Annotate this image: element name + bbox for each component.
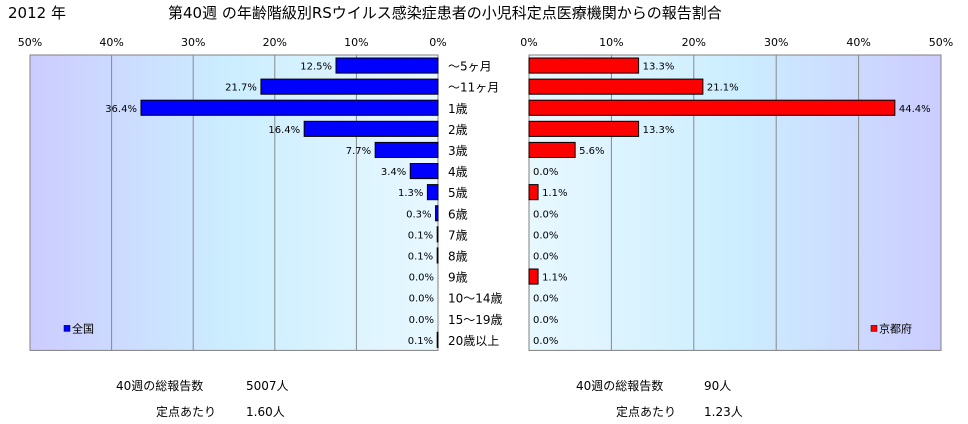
bar-2歳 [528, 120, 640, 137]
data-label: 21.7% [225, 83, 257, 94]
tick-label: 30% [181, 36, 205, 49]
data-label: 0.0% [533, 209, 558, 220]
legend-swatch [870, 325, 878, 332]
category-label: 4歳 [448, 165, 468, 179]
legend-swatch [63, 325, 71, 332]
bar-2歳 [303, 120, 439, 137]
data-label: 0.0% [409, 273, 434, 284]
tick-label: 30% [764, 36, 788, 49]
category-label: 3歳 [448, 144, 468, 158]
category-label: 7歳 [448, 228, 468, 242]
category-label: 10～14歳 [448, 292, 503, 306]
tick-label: 0% [520, 36, 537, 49]
data-label: 3.4% [381, 167, 406, 178]
age-category-labels: ～5ヶ月 ～11ヶ月 1歳 2歳 3歳 4歳 5歳 6歳 7歳 8歳 9歳 10～14歳 15～19歳 2… [448, 60, 503, 348]
bar-20歳以上 [436, 331, 439, 348]
year-label: 2012 年 [8, 4, 66, 22]
data-label: 1.1% [542, 273, 567, 284]
legend-label: 京都府 [879, 321, 912, 335]
tick-label: 40% [99, 36, 123, 49]
bar-1歳 [528, 99, 896, 116]
data-label: 0.0% [533, 294, 558, 305]
bar-～11ヶ月 [528, 78, 704, 95]
data-label: 0.0% [533, 167, 558, 178]
tick-label: 0% [429, 36, 446, 49]
bar-3歳 [374, 141, 439, 158]
data-label: 5.6% [579, 146, 604, 157]
bar-4歳 [409, 163, 439, 180]
legend-label: 全国 [72, 321, 94, 335]
data-label: 7.7% [346, 146, 371, 157]
bar-6歳 [435, 205, 439, 222]
data-label: 0.0% [533, 251, 558, 262]
bar-7歳 [436, 226, 439, 243]
category-label: 1歳 [448, 102, 468, 116]
kyoto-total-label: 40週の総報告数 [576, 379, 664, 393]
bar-9歳 [528, 268, 539, 285]
bar-3歳 [528, 141, 576, 158]
data-label: 1.1% [542, 188, 567, 199]
data-label: 0.0% [533, 230, 558, 241]
tick-label: 50% [929, 36, 953, 49]
data-label: 21.1% [707, 83, 739, 94]
category-label: 6歳 [448, 207, 468, 221]
bar-1歳 [140, 99, 439, 116]
national-total-value: 5007人 [246, 379, 289, 393]
tick-label: 10% [599, 36, 623, 49]
national-per-site-value: 1.60人 [246, 405, 285, 419]
data-label: 36.4% [105, 104, 137, 115]
category-label: 15～19歳 [448, 313, 503, 327]
data-label: 0.0% [533, 336, 558, 347]
data-label: 12.5% [300, 62, 332, 73]
bar-8歳 [436, 247, 439, 264]
data-label: 13.3% [643, 62, 675, 73]
data-label: 44.4% [899, 104, 931, 115]
data-label: 0.0% [533, 315, 558, 326]
kyoto-total-value: 90人 [704, 379, 732, 393]
kyoto-per-site-label: 定点あたり [616, 405, 677, 419]
data-label: 0.0% [409, 315, 434, 326]
kyoto-per-site-value: 1.23人 [704, 405, 743, 419]
tick-label: 40% [846, 36, 870, 49]
data-label: 16.4% [268, 125, 300, 136]
data-label: 0.1% [408, 251, 433, 262]
plot-area [29, 54, 439, 351]
chart-title: 第40週 の年齢階級別RSウイルス感染症患者の小児科定点医療機関からの報告割合 [168, 4, 722, 22]
data-label: 0.1% [408, 336, 433, 347]
bar-5歳 [426, 184, 439, 201]
category-label: ～5ヶ月 [448, 60, 492, 74]
category-label: 2歳 [448, 123, 468, 137]
national-per-site-label: 定点あたり [156, 405, 217, 419]
category-label: 20歳以上 [448, 334, 499, 348]
national-panel: 50% 40% 30% 20% 10% 0% 12.5% 21.7% 36.4% 16.4% 7.7… [18, 36, 447, 351]
bar-～5ヶ月 [335, 57, 439, 74]
plot-area [528, 54, 942, 351]
national-total-label: 40週の総報告数 [116, 379, 204, 393]
tick-label: 10% [344, 36, 368, 49]
data-label: 0.3% [406, 209, 431, 220]
category-label: 5歳 [448, 186, 468, 200]
category-label: 9歳 [448, 271, 468, 285]
category-label: ～11ヶ月 [448, 81, 499, 95]
data-label: 0.0% [409, 294, 434, 305]
tick-label: 20% [682, 36, 706, 49]
data-label: 13.3% [643, 125, 675, 136]
tick-label: 50% [18, 36, 42, 49]
kyoto-panel: 0% 10% 20% 30% 40% 50% 13.3% 21.1% 44.4% 13.3% 5.6… [520, 36, 953, 351]
bar-5歳 [528, 184, 539, 201]
bar-～5ヶ月 [528, 57, 640, 74]
data-label: 1.3% [398, 188, 423, 199]
data-label: 0.1% [408, 230, 433, 241]
bar-～11ヶ月 [260, 78, 439, 95]
category-label: 8歳 [448, 249, 468, 263]
tick-label: 20% [263, 36, 287, 49]
